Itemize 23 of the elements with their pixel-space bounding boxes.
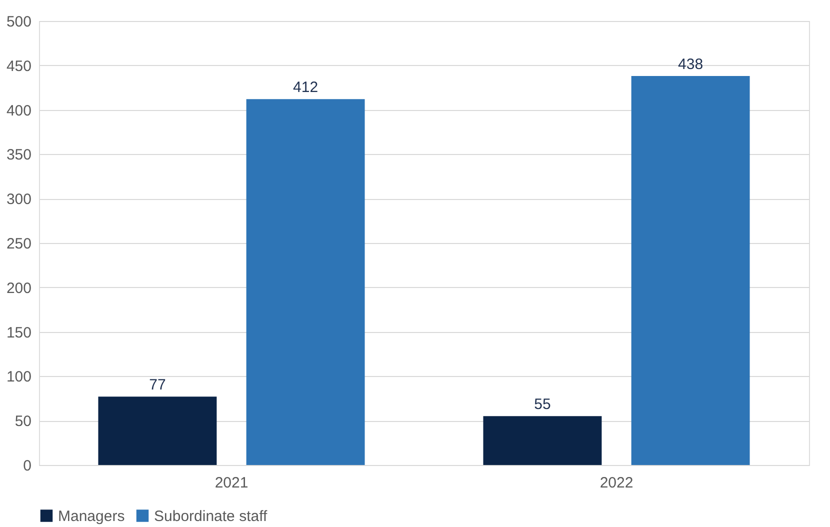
y-tick-label: 100 <box>6 368 32 386</box>
data-label: 412 <box>293 79 318 96</box>
bar <box>483 416 602 465</box>
y-tick-label: 250 <box>6 236 32 252</box>
y-tick-label: 350 <box>6 146 32 164</box>
y-tick-label: 50 <box>14 413 32 430</box>
y-tick-label: 400 <box>6 102 32 120</box>
y-tick-label: 300 <box>6 191 32 208</box>
y-tick-label: 0 <box>23 458 32 474</box>
bar <box>246 99 365 465</box>
legend-label: Managers <box>58 508 125 525</box>
y-tick-label: 150 <box>6 324 32 342</box>
data-label: 55 <box>534 396 551 414</box>
data-label: 77 <box>149 376 166 394</box>
legend-label: Subordinate staff <box>154 508 268 525</box>
x-tick-label: 2022 <box>600 474 634 492</box>
bar <box>98 396 217 465</box>
bar <box>631 76 750 465</box>
x-tick-label: 2021 <box>214 474 248 492</box>
y-tick-label: 450 <box>6 58 32 75</box>
y-tick-label: 500 <box>6 14 32 30</box>
y-tick-label: 200 <box>6 280 32 297</box>
data-label: 438 <box>678 56 704 74</box>
